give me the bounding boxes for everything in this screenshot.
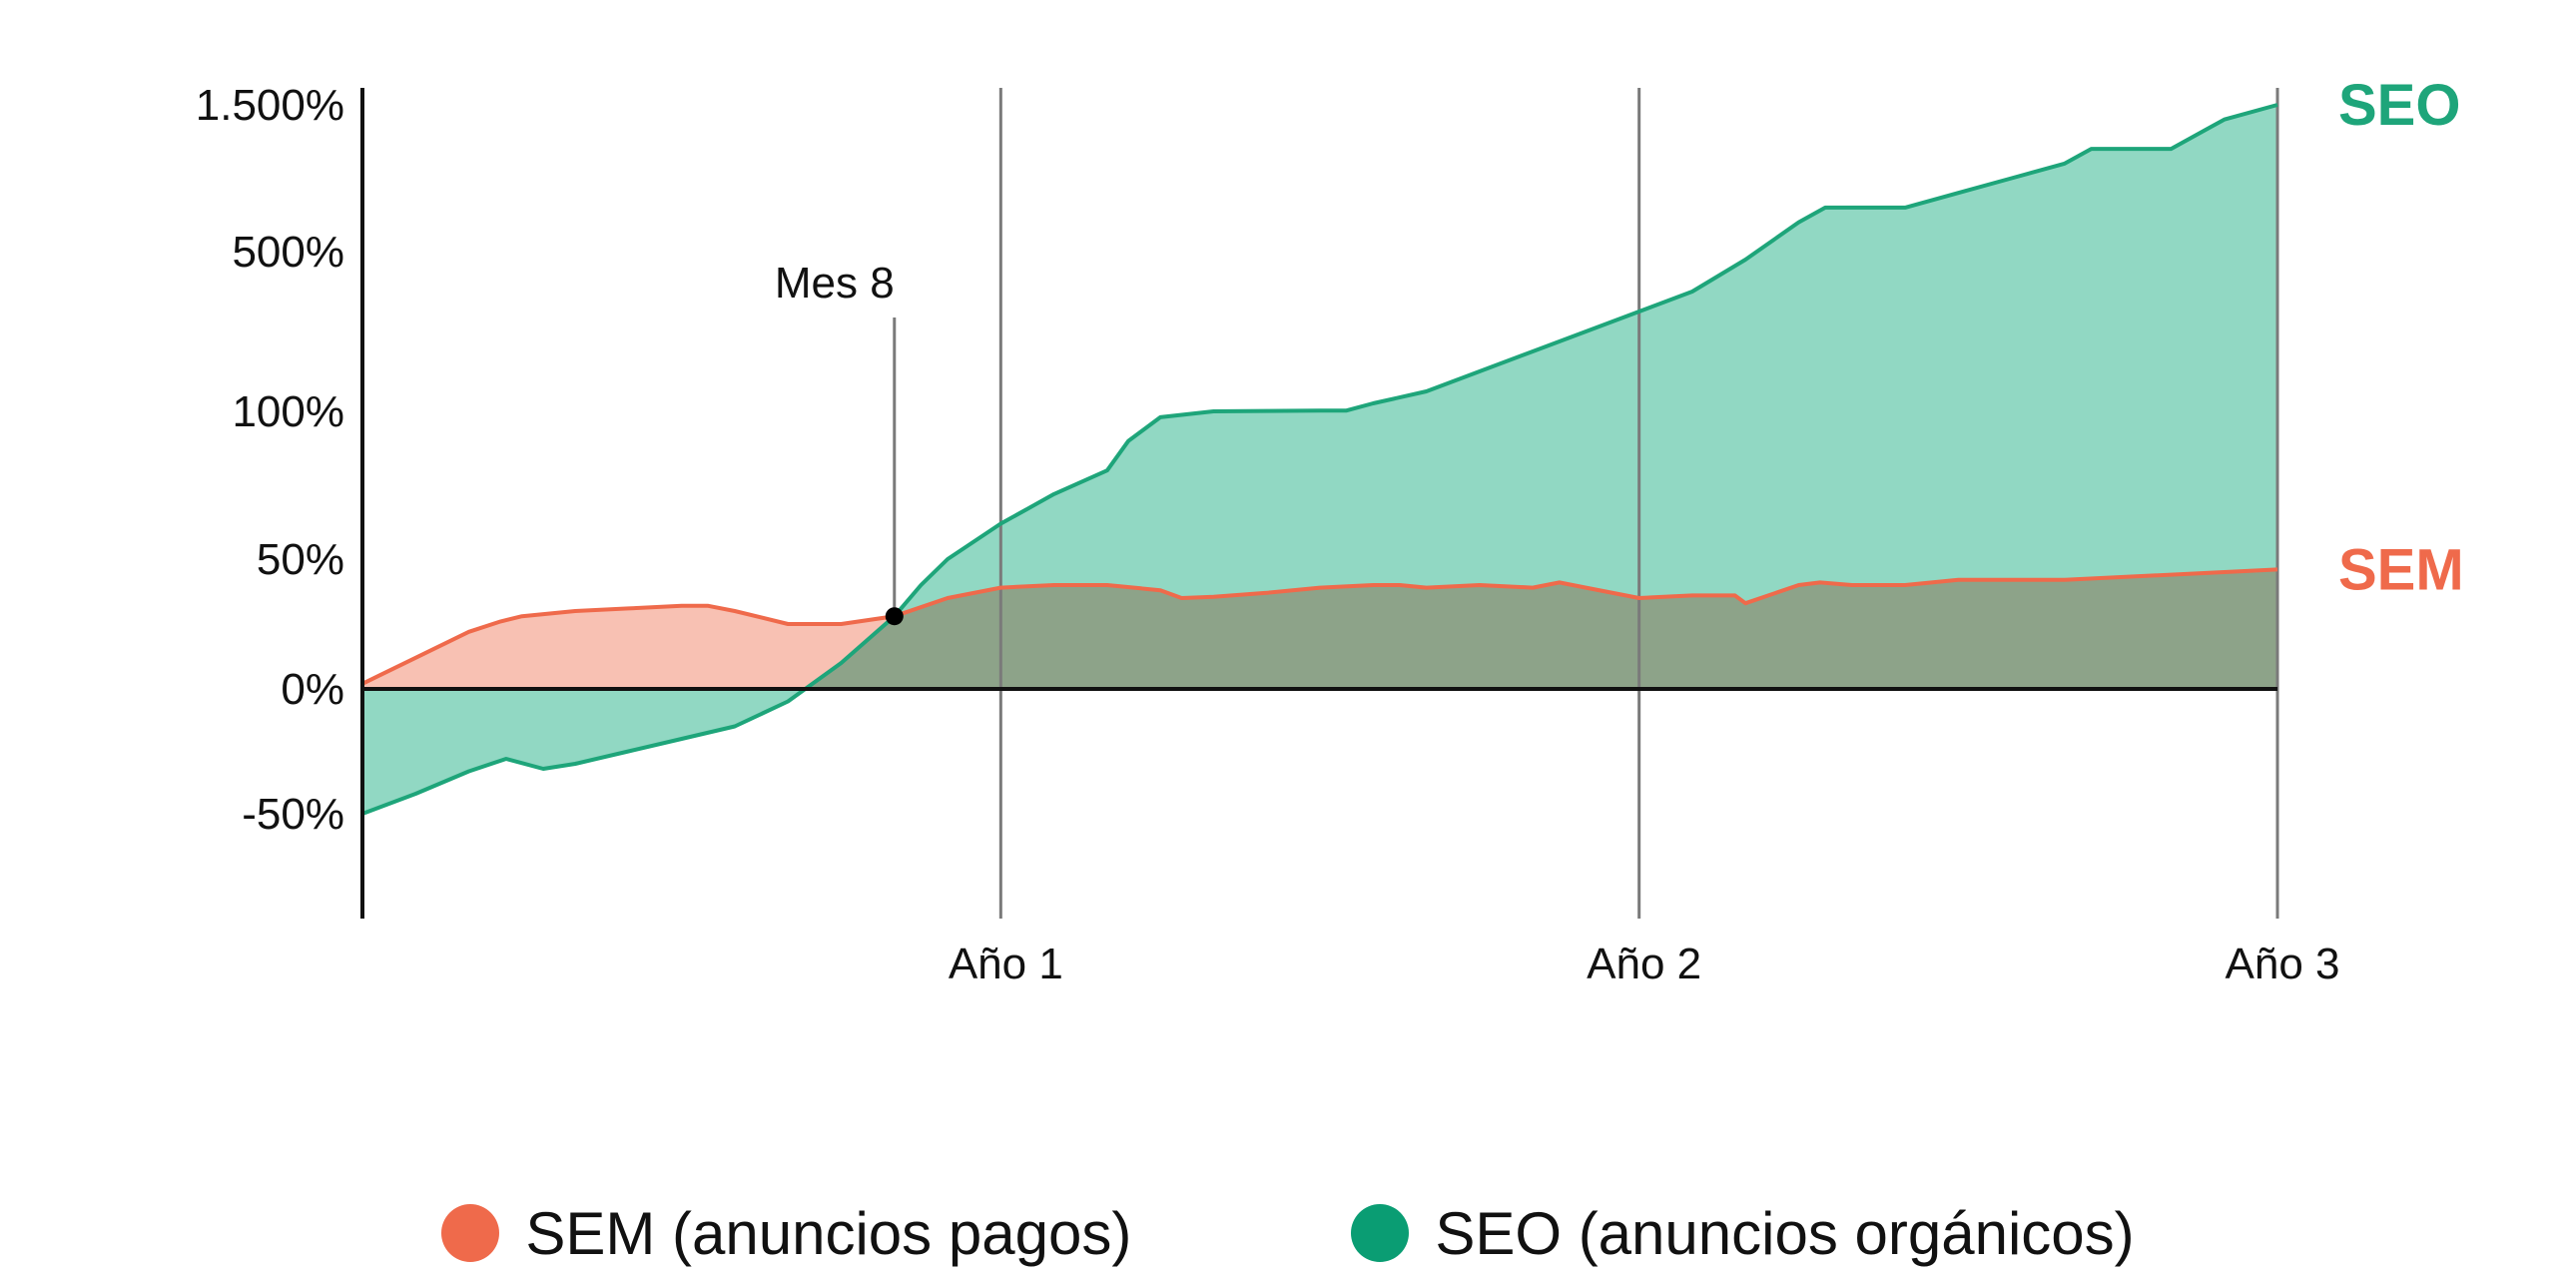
end-label-sem: SEM	[2338, 537, 2464, 602]
line-seo	[361, 103, 2278, 816]
legend-item-sem: SEM (anuncios pagos)	[441, 1199, 1131, 1268]
y-tick-label: 500%	[232, 228, 344, 277]
y-tick-label: 50%	[257, 535, 344, 584]
label-layer: -50% 0% 50% 100% 500% 1.500% Año 1 Año 2 Año 3 Me…	[196, 73, 2464, 988]
y-tick-label: -50%	[242, 790, 344, 839]
legend-swatch-seo	[1351, 1204, 1410, 1262]
annotation-point	[885, 607, 904, 626]
y-tick-label: 0%	[281, 665, 344, 714]
legend-label-seo: SEO (anuncios orgánicos)	[1435, 1199, 2135, 1267]
line-sem	[361, 567, 2278, 686]
grid-layer	[998, 88, 2279, 919]
annotation-label: Mes 8	[775, 259, 895, 308]
line-layer	[361, 103, 2278, 816]
area-layer	[362, 105, 2277, 814]
legend-item-seo: SEO (anuncios orgánicos)	[1351, 1199, 2135, 1268]
y-tick-label: 100%	[232, 387, 344, 436]
x-tick-label: Año 2	[1587, 940, 1701, 988]
x-tick-label: Año 3	[2226, 940, 2340, 988]
x-tick-label: Año 1	[949, 940, 1063, 988]
axis-layer	[360, 88, 2277, 919]
area-sem	[362, 569, 2277, 689]
y-tick-label: 1.500%	[196, 81, 344, 130]
legend: SEM (anuncios pagos) SEO (anuncios orgán…	[0, 1193, 2576, 1273]
legend-label-sem: SEM (anuncios pagos)	[525, 1199, 1132, 1267]
legend-swatch-sem	[441, 1204, 500, 1262]
end-label-seo: SEO	[2338, 73, 2461, 138]
area-seo	[362, 105, 2277, 814]
